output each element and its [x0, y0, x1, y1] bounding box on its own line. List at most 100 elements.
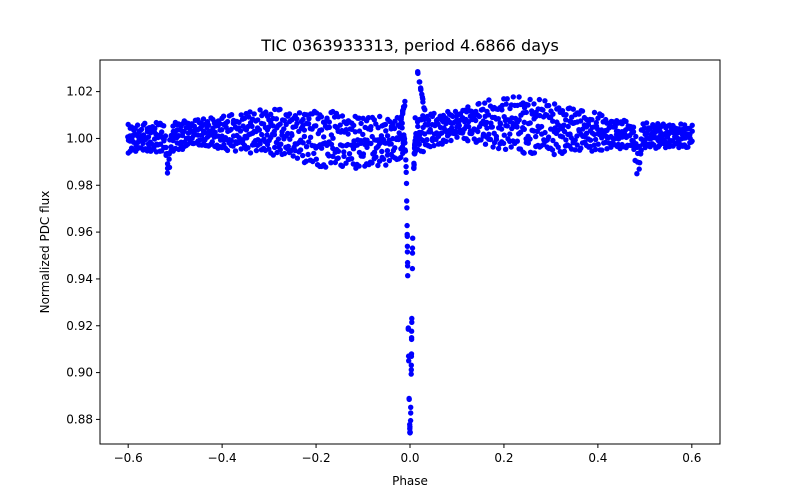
data-point	[497, 120, 503, 126]
data-point	[224, 147, 231, 154]
data-point	[533, 114, 539, 120]
data-point	[157, 141, 164, 147]
data-point	[236, 119, 242, 126]
data-point	[326, 124, 332, 130]
data-point	[525, 102, 531, 108]
data-point	[307, 134, 314, 140]
data-point	[176, 146, 182, 153]
data-point	[365, 115, 372, 121]
data-point	[589, 117, 595, 123]
data-point	[277, 106, 283, 113]
plot-area	[125, 69, 695, 436]
data-point	[404, 222, 410, 229]
y-tick-label: 0.94	[66, 272, 93, 286]
data-point	[498, 126, 505, 132]
data-point	[161, 123, 167, 129]
data-point	[369, 160, 375, 166]
data-point	[351, 122, 357, 129]
data-point	[516, 94, 522, 100]
data-point	[230, 143, 236, 149]
data-point	[495, 116, 501, 122]
data-point	[545, 134, 552, 140]
data-point	[420, 148, 426, 155]
data-point	[232, 148, 239, 154]
data-point	[166, 164, 173, 171]
data-point	[356, 115, 362, 121]
data-point	[476, 100, 482, 107]
data-point	[417, 79, 423, 85]
data-point	[595, 141, 601, 147]
data-point	[339, 163, 346, 169]
data-point	[405, 353, 412, 359]
data-point	[228, 137, 235, 144]
data-point	[490, 144, 496, 150]
data-point	[630, 129, 637, 135]
data-point	[404, 259, 411, 266]
x-axis: −0.6 −0.4 −0.2 0.0 0.2 0.4 0.6	[114, 444, 701, 465]
data-point	[326, 119, 332, 125]
data-point	[278, 141, 284, 147]
data-point	[403, 157, 409, 163]
data-point	[272, 144, 278, 151]
data-point	[200, 116, 207, 122]
data-point	[386, 157, 393, 164]
data-point	[286, 111, 293, 117]
data-point	[555, 144, 561, 150]
data-point	[415, 123, 421, 130]
data-point	[330, 153, 336, 159]
data-point	[556, 105, 562, 111]
data-point	[516, 117, 522, 123]
data-point	[328, 160, 334, 166]
x-tick-label: −0.4	[208, 451, 237, 465]
data-point	[368, 124, 374, 130]
data-point	[410, 235, 416, 241]
data-point	[561, 148, 568, 154]
data-point	[205, 122, 212, 128]
data-point	[392, 145, 398, 151]
data-point	[277, 147, 283, 153]
data-point	[427, 126, 433, 133]
data-point	[592, 146, 599, 153]
data-point	[247, 109, 253, 115]
data-point	[237, 128, 244, 134]
data-point	[415, 70, 421, 77]
data-point	[288, 131, 295, 137]
data-point	[245, 145, 251, 151]
data-point	[313, 123, 319, 129]
data-point	[484, 119, 490, 126]
data-point	[249, 123, 255, 129]
data-point	[504, 96, 510, 102]
data-point	[689, 122, 695, 128]
data-point	[413, 138, 419, 144]
data-point	[303, 158, 309, 164]
data-point	[422, 107, 428, 113]
y-tick-label: 0.98	[66, 178, 93, 192]
data-point	[306, 139, 312, 145]
data-point	[502, 146, 509, 152]
data-point	[326, 153, 332, 159]
data-point	[398, 154, 404, 161]
data-point	[247, 150, 254, 156]
data-point	[572, 147, 578, 153]
data-point	[371, 149, 378, 155]
data-point	[475, 128, 481, 135]
data-point	[375, 162, 381, 169]
data-point	[655, 121, 661, 127]
data-point	[368, 140, 374, 147]
data-point	[404, 205, 410, 211]
data-point	[591, 109, 598, 116]
data-point	[495, 145, 502, 152]
data-point	[563, 137, 569, 143]
data-point	[636, 166, 642, 172]
x-tick-label: 0.2	[494, 451, 513, 465]
data-point	[533, 133, 539, 140]
data-point	[145, 134, 152, 140]
data-point	[209, 139, 215, 145]
x-tick-label: −0.6	[114, 451, 143, 465]
data-point	[379, 148, 385, 155]
data-point	[660, 121, 666, 127]
data-point	[411, 145, 418, 151]
data-point	[388, 141, 394, 147]
data-point	[404, 243, 411, 249]
data-point	[142, 120, 148, 127]
